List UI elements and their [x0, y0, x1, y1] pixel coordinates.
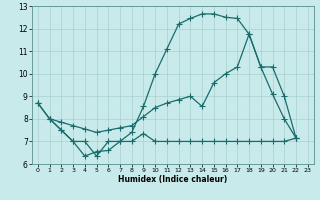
X-axis label: Humidex (Indice chaleur): Humidex (Indice chaleur)	[118, 175, 228, 184]
